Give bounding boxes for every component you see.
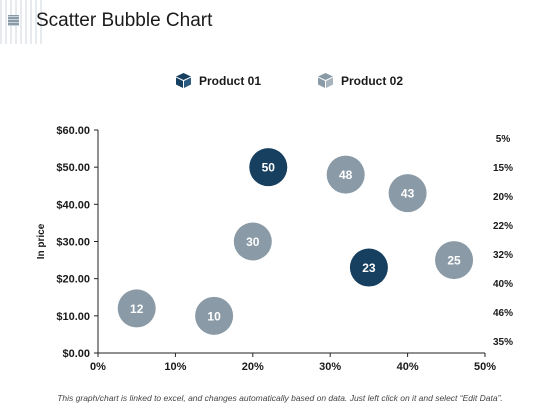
bubble-label: 12	[130, 302, 144, 316]
right-axis-label: 5%	[496, 134, 511, 145]
right-axis-label: 35%	[493, 337, 513, 348]
bubble	[249, 148, 288, 187]
right-axis-label: 46%	[493, 308, 513, 319]
y-tick-label: $30.00	[56, 237, 90, 249]
bubble	[388, 174, 427, 213]
title-square-icon	[8, 15, 19, 26]
title-decoration	[0, 0, 44, 44]
bubble-label: 48	[339, 168, 353, 182]
x-tick-label: 10%	[164, 361, 186, 373]
bubble-label: 25	[447, 254, 461, 268]
right-axis-label: 32%	[493, 250, 513, 261]
right-axis-label: 40%	[493, 279, 513, 290]
bubble	[326, 155, 365, 194]
y-tick-label: $20.00	[56, 274, 90, 286]
right-axis-label: 15%	[493, 163, 513, 174]
y-tick-label: $10.00	[56, 311, 90, 323]
y-tick-label: $50.00	[56, 162, 90, 174]
bubble-label: 23	[362, 261, 376, 275]
y-tick-label: $60.00	[56, 125, 90, 137]
footnote: This graph/chart is linked to excel, and…	[57, 393, 503, 403]
bubble-label: 30	[246, 235, 260, 249]
right-axis-label: 22%	[493, 221, 513, 232]
y-axis-title: In price	[36, 223, 47, 259]
bubble-label: 43	[401, 187, 415, 201]
bubble	[435, 241, 474, 280]
legend-item-product-02: Product 02	[317, 72, 403, 89]
x-tick-label: 20%	[242, 361, 264, 373]
right-axis-label: 20%	[493, 192, 513, 203]
legend-label: Product 01	[199, 73, 262, 88]
x-tick-label: 0%	[90, 361, 106, 373]
box-icon	[176, 73, 191, 88]
bubble	[233, 222, 272, 261]
bubble	[195, 296, 234, 335]
box-icon	[318, 73, 333, 88]
legend-item-product-01: Product 01	[175, 72, 261, 89]
bubble	[117, 289, 156, 328]
bubble	[349, 248, 388, 287]
y-tick-label: $0.00	[62, 348, 90, 360]
x-tick-label: 50%	[474, 361, 496, 373]
x-tick-label: 40%	[397, 361, 419, 373]
bubble-label: 10	[207, 309, 221, 323]
y-tick-label: $40.00	[56, 199, 90, 211]
x-tick-label: 30%	[319, 361, 341, 373]
legend-label: Product 02	[341, 73, 404, 88]
page-title: Scatter Bubble Chart	[36, 10, 213, 31]
bubble-label: 50	[262, 161, 276, 175]
